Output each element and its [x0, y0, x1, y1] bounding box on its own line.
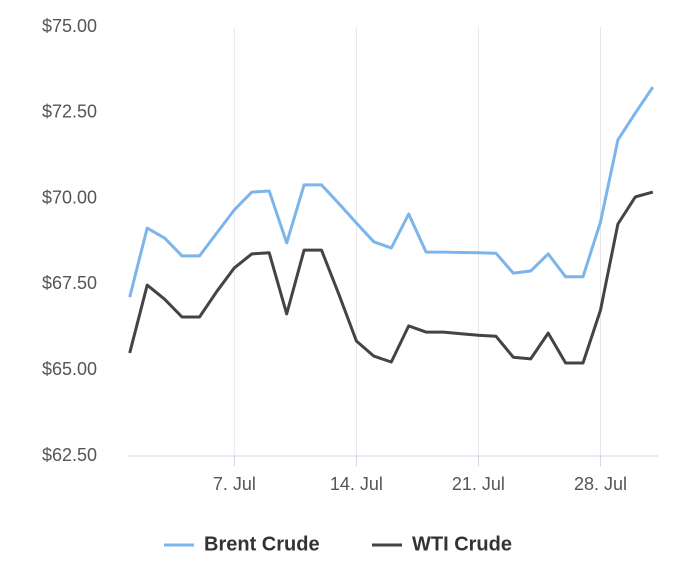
y-tick-label: $62.50	[42, 445, 97, 465]
x-tick-label: 21. Jul	[452, 474, 505, 494]
y-tick-label: $70.00	[42, 187, 97, 207]
x-tick-label: 7. Jul	[213, 474, 256, 494]
x-tick-label: 28. Jul	[574, 474, 627, 494]
series-line	[128, 86, 655, 298]
y-tick-label: $67.50	[42, 273, 97, 293]
legend-label[interactable]: Brent Crude	[204, 533, 320, 555]
y-tick-label: $65.00	[42, 359, 97, 379]
series-line	[128, 190, 654, 365]
x-tick-label: 14. Jul	[330, 474, 383, 494]
legend-label[interactable]: WTI Crude	[412, 533, 512, 555]
y-tick-label: $72.50	[42, 102, 97, 122]
y-tick-label: $75.00	[42, 16, 97, 36]
